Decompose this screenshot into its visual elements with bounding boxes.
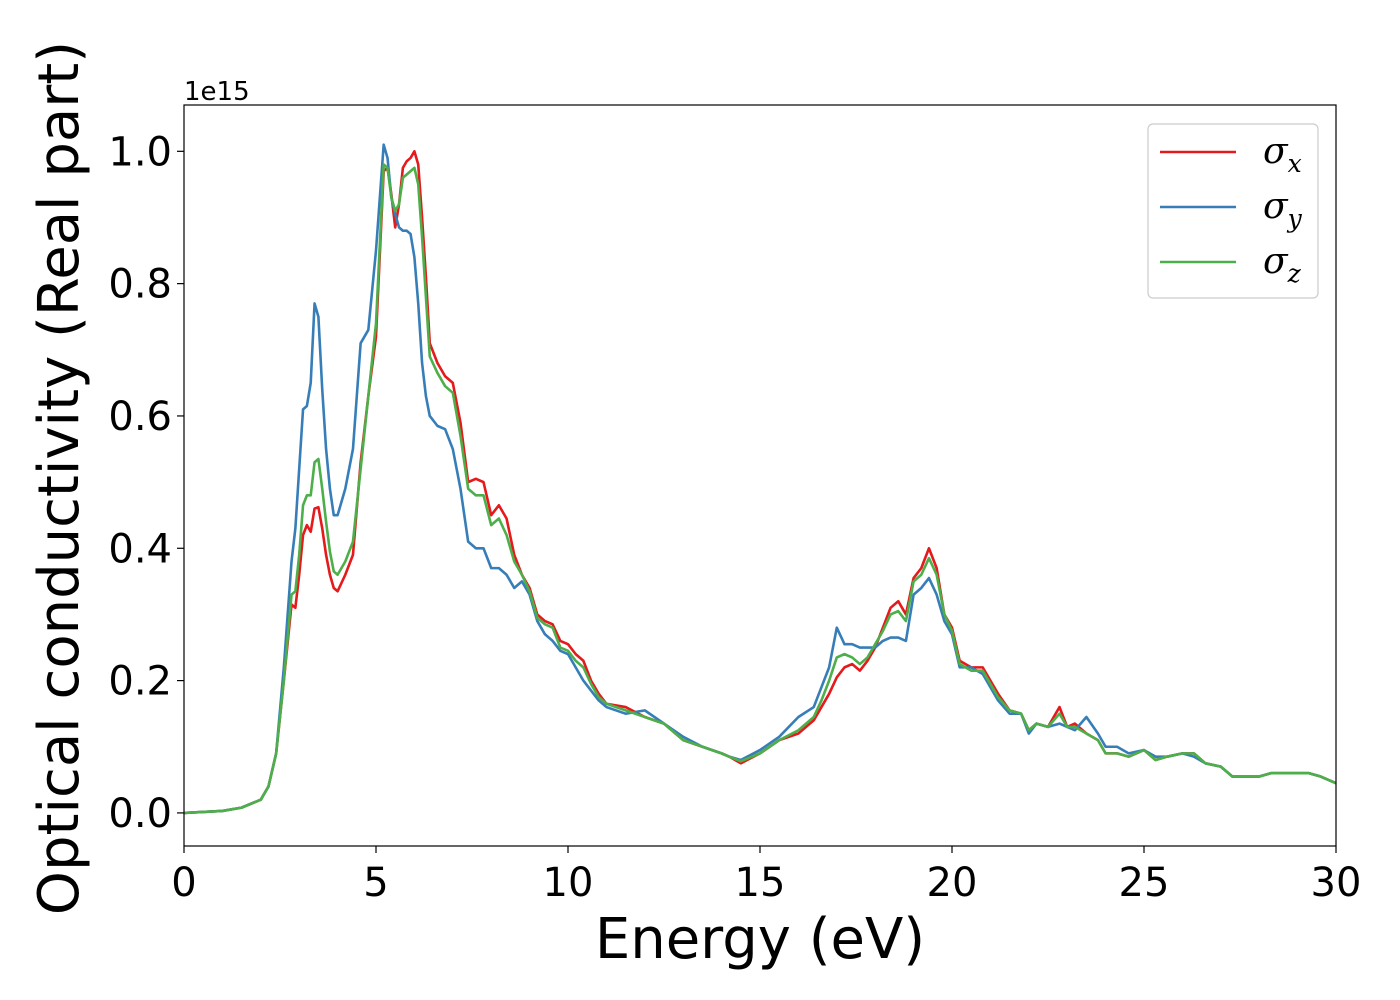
legend-entry-y: σy <box>1160 186 1303 233</box>
legend-label: σz <box>1263 241 1302 288</box>
x-tick-label: 10 <box>543 860 594 906</box>
x-tick-label: 20 <box>927 860 978 906</box>
legend: σx σy σz <box>1147 123 1319 299</box>
x-tick-label: 30 <box>1311 860 1362 906</box>
y-axis-title: Optical conductivity (Real part) <box>27 41 92 915</box>
y-tick-label: 1.0 <box>108 129 172 175</box>
series-line-z <box>184 163 1336 815</box>
x-tick-label: 15 <box>735 860 786 906</box>
legend-entry-z: σz <box>1160 241 1302 288</box>
y-tick-label: 0.8 <box>108 262 172 308</box>
legend-box <box>1147 123 1319 299</box>
y-tick-label: 0.6 <box>108 394 172 440</box>
legend-entry-x: σx <box>1160 131 1302 178</box>
series-line-y <box>184 143 1336 815</box>
x-axis-title: Energy (eV) <box>595 907 925 972</box>
plot-area <box>184 143 1336 815</box>
y-axis-offset-text: 1e15 <box>184 77 250 107</box>
axes: 0 5 10 15 20 25 30 0.0 0.2 0.4 0.6 0.8 1.0 <box>108 104 1362 906</box>
x-tick-label: 5 <box>363 860 388 906</box>
x-tick-label: 25 <box>1119 860 1170 906</box>
legend-label: σy <box>1263 186 1303 233</box>
y-tick-label: 0.2 <box>108 659 172 705</box>
legend-label: σx <box>1263 131 1302 178</box>
x-tick-label: 0 <box>171 860 196 906</box>
y-tick-label: 0.4 <box>108 526 172 572</box>
y-tick-label: 0.0 <box>108 791 172 837</box>
